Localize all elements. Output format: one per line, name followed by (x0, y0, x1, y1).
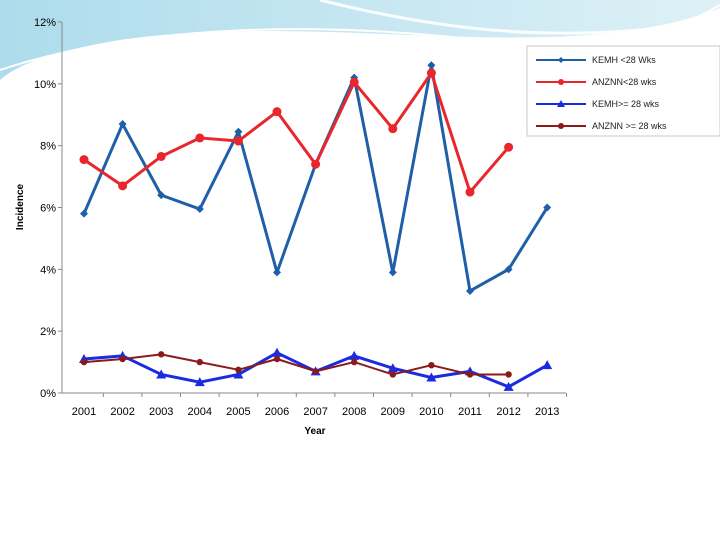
data-point (235, 366, 242, 374)
data-point (558, 79, 564, 85)
legend-item: ANZNN<28 wks (536, 77, 657, 87)
data-point (558, 123, 564, 129)
x-tick-label: 2012 (496, 406, 520, 418)
header-decoration (0, 0, 720, 80)
y-tick-label: 0% (40, 388, 56, 400)
data-point (233, 136, 243, 146)
data-point (311, 159, 321, 169)
x-tick-label: 2004 (188, 406, 212, 418)
data-point (387, 363, 398, 373)
data-point (351, 358, 358, 366)
data-point (195, 133, 205, 143)
data-point (427, 61, 436, 70)
series-4 (80, 351, 512, 378)
data-point (466, 286, 474, 295)
legend-label: ANZNN >= 28 wks (592, 121, 667, 131)
data-point (156, 369, 167, 379)
legend: KEMH <28 Wks ANZNN<28 wks KEMH>= 28 wks ANZ… (526, 45, 720, 137)
data-point (504, 265, 513, 274)
data-point (428, 361, 435, 369)
legend-item: ANZNN >= 28 wks (536, 121, 667, 131)
data-point (312, 368, 319, 375)
data-point (157, 191, 166, 200)
series-line (83, 71, 510, 194)
data-point (466, 371, 474, 378)
data-point (80, 358, 88, 366)
data-point (465, 187, 475, 197)
data-point (234, 127, 243, 136)
data-point (196, 358, 203, 366)
x-tick-label: 2008 (342, 406, 366, 418)
y-axis-title: Incidence (15, 184, 26, 231)
x-axis-title: Year (304, 426, 325, 437)
x-tick-label: 2007 (303, 406, 327, 418)
series-line (82, 63, 549, 293)
data-point (194, 377, 205, 387)
data-point (272, 107, 282, 117)
series-line (83, 353, 509, 376)
y-tick-label: 6% (40, 203, 56, 215)
data-point (349, 77, 359, 87)
data-point (349, 350, 360, 360)
data-point (119, 355, 126, 363)
x-tick-label: 2002 (110, 406, 134, 418)
data-point (542, 360, 553, 370)
x-tick-label: 2003 (149, 406, 173, 418)
y-tick-label: 4% (40, 264, 56, 276)
x-tick-label: 2010 (419, 406, 443, 418)
data-point (426, 68, 436, 78)
data-point (557, 100, 565, 107)
data-point (389, 371, 396, 378)
data-point (272, 347, 282, 357)
data-point (505, 371, 512, 378)
x-tick-label: 2001 (72, 406, 96, 418)
data-point (388, 268, 397, 277)
legend-label: KEMH <28 Wks (592, 55, 656, 65)
data-point (79, 155, 89, 165)
data-point (158, 351, 165, 358)
data-point (273, 268, 281, 277)
series-2 (79, 68, 514, 197)
y-tick-label: 12% (34, 17, 56, 29)
data-point (426, 372, 437, 382)
x-tick-label: 2005 (226, 406, 250, 418)
legend-label: ANZNN<28 wks (592, 77, 657, 87)
data-point (543, 203, 552, 212)
data-point (80, 209, 88, 218)
x-tick-label: 2013 (535, 406, 559, 418)
data-point (156, 151, 166, 161)
data-point (195, 205, 204, 214)
data-point (273, 355, 281, 363)
y-tick-label: 10% (34, 79, 56, 91)
legend-item: KEMH>= 28 wks (536, 99, 660, 109)
y-tick-label: 2% (40, 326, 56, 338)
data-point (118, 120, 127, 129)
legend-label: KEMH>= 28 wks (592, 99, 660, 109)
x-tick-label: 2011 (458, 406, 482, 418)
x-tick-label: 2006 (265, 406, 289, 418)
data-point (118, 181, 128, 191)
data-point (233, 369, 244, 379)
data-point (504, 142, 514, 152)
data-point (558, 57, 564, 63)
x-tick-label: 2009 (381, 406, 405, 418)
y-tick-label: 8% (40, 141, 56, 153)
data-point (503, 381, 514, 391)
legend-item: KEMH <28 Wks (536, 55, 656, 65)
data-point (388, 124, 398, 134)
